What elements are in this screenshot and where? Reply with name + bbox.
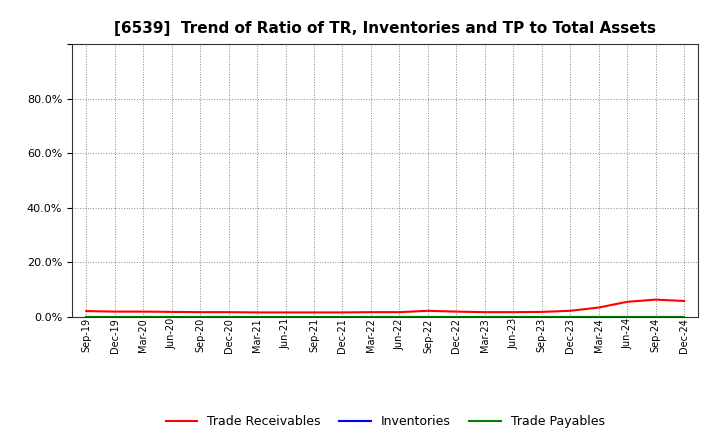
- Trade Receivables: [595, 305, 603, 310]
- Inventories: [253, 314, 261, 319]
- Trade Payables: [139, 314, 148, 319]
- Trade Payables: [452, 314, 461, 319]
- Trade Receivables: [452, 309, 461, 314]
- Trade Receivables: [509, 309, 518, 315]
- Trade Payables: [480, 314, 489, 319]
- Inventories: [139, 314, 148, 319]
- Inventories: [338, 314, 347, 319]
- Inventories: [167, 314, 176, 319]
- Trade Payables: [253, 314, 261, 319]
- Inventories: [537, 314, 546, 319]
- Trade Payables: [652, 314, 660, 319]
- Inventories: [680, 314, 688, 319]
- Trade Payables: [110, 314, 119, 319]
- Inventories: [595, 314, 603, 319]
- Trade Receivables: [253, 310, 261, 315]
- Trade Payables: [225, 314, 233, 319]
- Trade Payables: [310, 314, 318, 319]
- Trade Payables: [366, 314, 375, 319]
- Trade Receivables: [282, 310, 290, 315]
- Trade Receivables: [310, 310, 318, 315]
- Trade Payables: [196, 314, 204, 319]
- Trade Receivables: [395, 309, 404, 315]
- Title: [6539]  Trend of Ratio of TR, Inventories and TP to Total Assets: [6539] Trend of Ratio of TR, Inventories…: [114, 21, 656, 36]
- Inventories: [310, 314, 318, 319]
- Inventories: [509, 314, 518, 319]
- Inventories: [282, 314, 290, 319]
- Inventories: [452, 314, 461, 319]
- Inventories: [196, 314, 204, 319]
- Trade Receivables: [652, 297, 660, 302]
- Inventories: [366, 314, 375, 319]
- Trade Payables: [395, 314, 404, 319]
- Trade Receivables: [623, 299, 631, 304]
- Trade Receivables: [423, 308, 432, 313]
- Trade Payables: [82, 314, 91, 319]
- Trade Receivables: [537, 309, 546, 315]
- Inventories: [423, 314, 432, 319]
- Trade Payables: [423, 314, 432, 319]
- Trade Payables: [509, 314, 518, 319]
- Trade Receivables: [110, 309, 119, 314]
- Trade Receivables: [366, 309, 375, 315]
- Trade Receivables: [566, 308, 575, 313]
- Inventories: [395, 314, 404, 319]
- Inventories: [110, 314, 119, 319]
- Trade Payables: [595, 314, 603, 319]
- Inventories: [480, 314, 489, 319]
- Legend: Trade Receivables, Inventories, Trade Payables: Trade Receivables, Inventories, Trade Pa…: [161, 411, 610, 433]
- Trade Payables: [680, 314, 688, 319]
- Trade Receivables: [139, 309, 148, 314]
- Trade Payables: [167, 314, 176, 319]
- Inventories: [623, 314, 631, 319]
- Trade Receivables: [480, 309, 489, 315]
- Trade Payables: [282, 314, 290, 319]
- Line: Trade Receivables: Trade Receivables: [86, 300, 684, 312]
- Trade Receivables: [225, 309, 233, 315]
- Trade Receivables: [82, 308, 91, 314]
- Inventories: [566, 314, 575, 319]
- Trade Receivables: [167, 309, 176, 315]
- Inventories: [652, 314, 660, 319]
- Trade Receivables: [196, 309, 204, 315]
- Trade Payables: [566, 314, 575, 319]
- Trade Payables: [623, 314, 631, 319]
- Inventories: [225, 314, 233, 319]
- Trade Receivables: [680, 298, 688, 304]
- Trade Payables: [537, 314, 546, 319]
- Trade Receivables: [338, 310, 347, 315]
- Trade Payables: [338, 314, 347, 319]
- Inventories: [82, 314, 91, 319]
